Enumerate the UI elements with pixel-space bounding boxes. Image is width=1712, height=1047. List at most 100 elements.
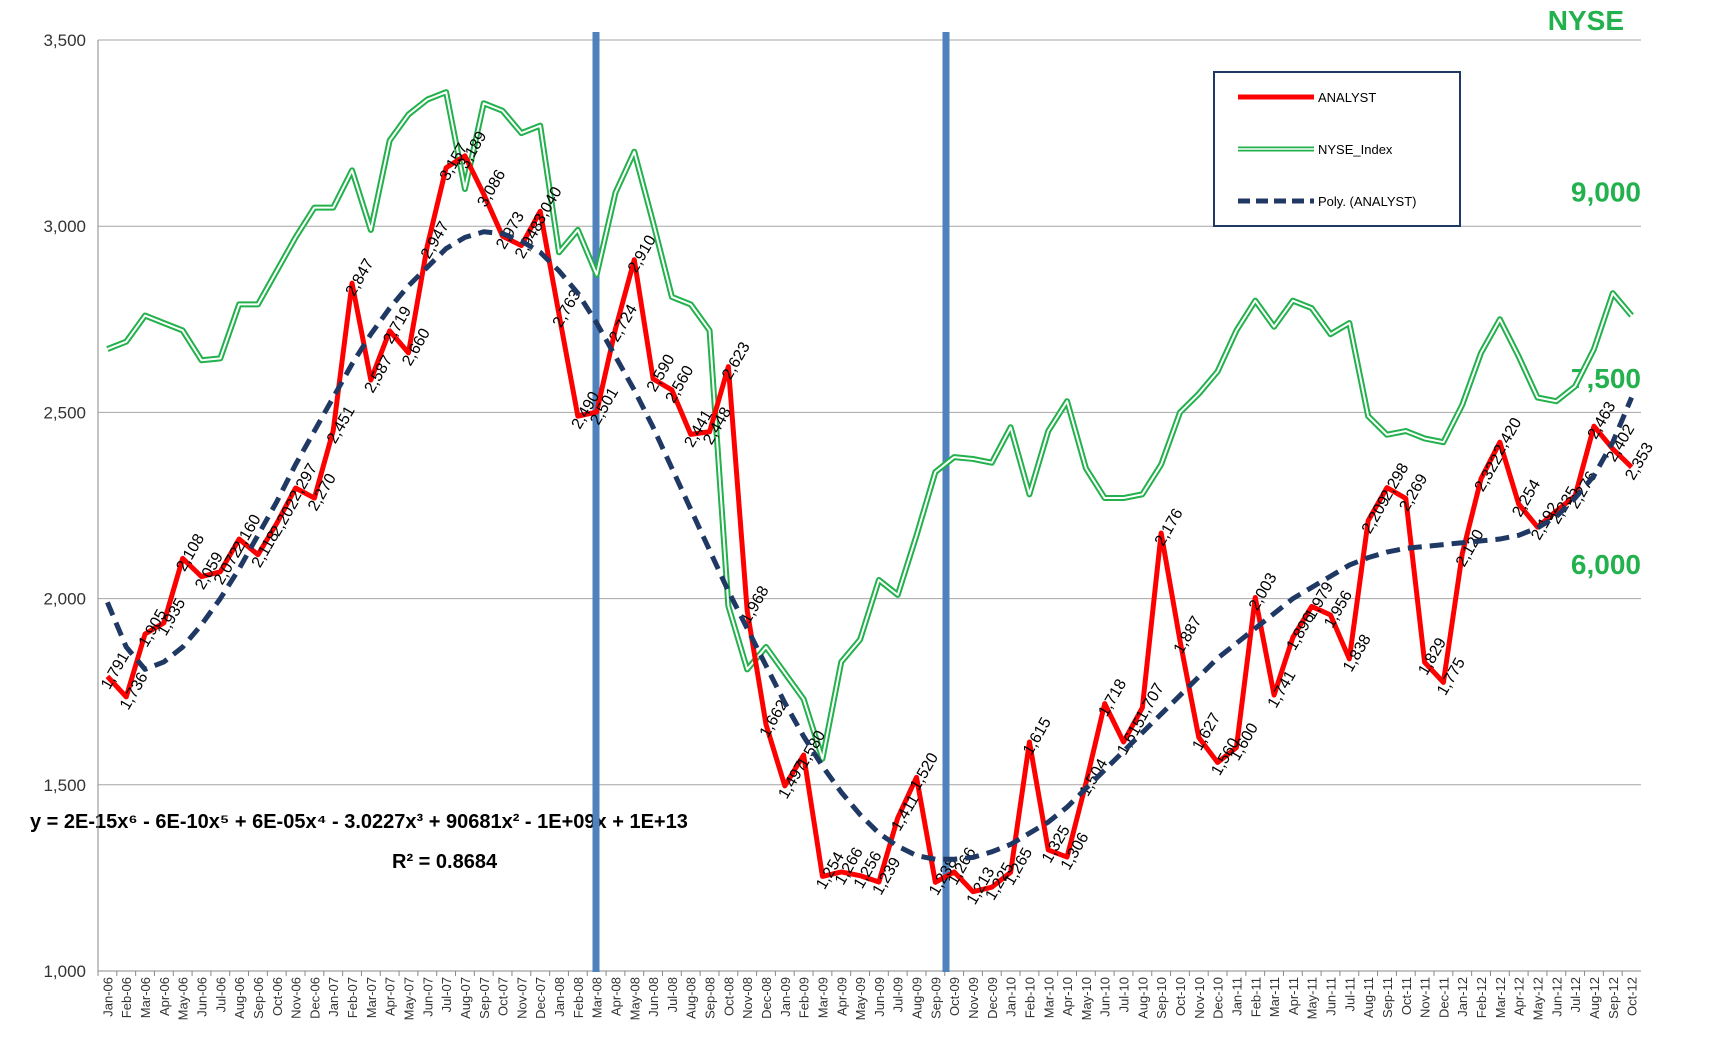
x-tick-label: Jun-09 xyxy=(872,977,887,1017)
x-tick-label: Aug-09 xyxy=(910,977,925,1019)
data-label: 2,120 xyxy=(1453,527,1488,570)
x-tick-label: May-10 xyxy=(1079,977,1094,1020)
x-tick-label: Feb-07 xyxy=(345,977,360,1018)
x-tick-label: May-06 xyxy=(176,977,191,1020)
r-squared: R² = 0.8684 xyxy=(392,851,498,873)
series-line xyxy=(105,229,1634,862)
data-label: 2,847 xyxy=(343,256,378,299)
x-tick-label: Nov-11 xyxy=(1418,977,1433,1018)
x-tick-label: Oct-12 xyxy=(1625,977,1640,1016)
x-tick-label: Sep-09 xyxy=(928,977,943,1019)
y-tick-label: 1,000 xyxy=(43,962,86,981)
x-tick-label: Apr-10 xyxy=(1060,977,1075,1016)
x-tick-label: Mar-12 xyxy=(1493,977,1508,1018)
x-tick-label: Aug-11 xyxy=(1361,977,1376,1018)
x-tick-label: Mar-11 xyxy=(1267,977,1282,1017)
x-tick-label: Oct-07 xyxy=(496,977,511,1016)
x-tick-label: Sep-06 xyxy=(251,977,266,1019)
x-tick-label: Aug-08 xyxy=(684,977,699,1019)
x-tick-label: Jan-10 xyxy=(1004,977,1019,1017)
x-tick-label: Jun-12 xyxy=(1549,977,1564,1017)
y-tick-label: 2,500 xyxy=(43,403,86,422)
x-tick-label: Jun-07 xyxy=(420,977,435,1017)
x-tick-label: Jul-11 xyxy=(1342,977,1357,1011)
x-tick-label: Dec-06 xyxy=(307,977,322,1019)
x-tick-label: Jan-08 xyxy=(552,977,567,1017)
series-line-inner xyxy=(107,91,1633,760)
x-tick-label: May-07 xyxy=(401,977,416,1020)
x-tick-label: Feb-12 xyxy=(1474,977,1489,1018)
x-tick-label: May-12 xyxy=(1531,977,1546,1020)
x-tick-label: Jul-08 xyxy=(665,977,680,1012)
trend-equation: y = 2E-15x⁶ - 6E-10x⁵ + 6E-05x⁴ - 3.0227… xyxy=(30,811,688,833)
x-tick-label: Dec-10 xyxy=(1211,977,1226,1019)
x-tick-label: Oct-09 xyxy=(947,977,962,1016)
x-tick-label: Apr-07 xyxy=(383,977,398,1016)
y2-axis-title: NYSE xyxy=(1548,5,1624,36)
x-tick-label: Nov-09 xyxy=(966,977,981,1019)
y-tick-label: 2,000 xyxy=(43,590,86,609)
data-label: 2,451 xyxy=(324,403,359,446)
x-tick-label: Dec-07 xyxy=(533,977,548,1019)
x-tick-label: Oct-06 xyxy=(270,977,285,1016)
x-tick-label: Aug-12 xyxy=(1587,977,1602,1019)
x-tick-label: Dec-08 xyxy=(759,977,774,1019)
x-tick-label: Sep-12 xyxy=(1606,977,1621,1019)
x-tick-label: Mar-06 xyxy=(138,977,153,1018)
x-tick-label: Apr-06 xyxy=(157,977,172,1016)
x-tick-label: Apr-09 xyxy=(834,977,849,1016)
x-tick-label: Jan-12 xyxy=(1455,977,1470,1017)
x-tick-label: May-11 xyxy=(1305,977,1320,1019)
x-tick-label: Oct-08 xyxy=(721,977,736,1016)
x-tick-label: Jul-10 xyxy=(1117,977,1132,1012)
data-label: 2,724 xyxy=(606,302,641,345)
x-tick-label: Sep-11 xyxy=(1380,977,1395,1018)
x-tick-label: Sep-08 xyxy=(703,977,718,1019)
x-tick-label: Mar-10 xyxy=(1041,977,1056,1018)
x-tick-label: Oct-10 xyxy=(1173,977,1188,1016)
data-label: 2,420 xyxy=(1491,415,1526,458)
data-label: 2,003 xyxy=(1246,570,1281,613)
x-tick-label: Dec-11 xyxy=(1436,977,1451,1018)
legend-label: Poly. (ANALYST) xyxy=(1318,194,1416,209)
x-tick-label: Jan-06 xyxy=(100,977,115,1017)
x-tick-label: Feb-08 xyxy=(571,977,586,1018)
x-tick-label: Mar-07 xyxy=(364,977,379,1018)
data-label: 2,910 xyxy=(625,232,660,275)
x-tick-label: Apr-08 xyxy=(608,977,623,1016)
x-tick-label: Jul-12 xyxy=(1568,977,1583,1012)
x-tick-label: Feb-06 xyxy=(119,977,134,1018)
x-tick-label: Jan-09 xyxy=(778,977,793,1017)
x-tick-label: Sep-10 xyxy=(1154,977,1169,1019)
data-label: 3,040 xyxy=(531,184,566,227)
data-label: 1,520 xyxy=(907,750,942,793)
series-line xyxy=(105,153,1634,895)
y2-tick-label: 9,000 xyxy=(1571,177,1641,208)
data-label: 1,718 xyxy=(1095,676,1130,719)
x-tick-label: Aug-10 xyxy=(1135,977,1150,1019)
x-tick-label: Jun-10 xyxy=(1098,977,1113,1017)
x-tick-label: Feb-11 xyxy=(1248,977,1263,1017)
x-tick-label: Nov-10 xyxy=(1192,977,1207,1019)
legend-label: NYSE_Index xyxy=(1318,142,1393,157)
data-label: 2,322 xyxy=(1472,451,1507,494)
data-label: 1,615 xyxy=(1020,715,1055,758)
x-tick-label: May-08 xyxy=(627,977,642,1020)
x-tick-label: Jul-07 xyxy=(439,977,454,1012)
x-tick-label: Nov-07 xyxy=(514,977,529,1019)
data-label: 2,623 xyxy=(719,339,754,382)
x-tick-label: Mar-09 xyxy=(815,977,830,1018)
x-tick-label: Aug-06 xyxy=(232,977,247,1019)
y-tick-label: 1,500 xyxy=(43,776,86,795)
x-tick-label: Jun-08 xyxy=(646,977,661,1017)
data-label: 2,947 xyxy=(418,219,453,262)
x-tick-label: Jul-09 xyxy=(891,977,906,1012)
x-tick-label: Feb-10 xyxy=(1022,977,1037,1018)
x-tick-label: May-09 xyxy=(853,977,868,1020)
x-tick-label: Jun-06 xyxy=(194,977,209,1017)
y-tick-label: 3,500 xyxy=(43,31,86,50)
y2-tick-label: 6,000 xyxy=(1571,549,1641,580)
x-tick-label: Dec-09 xyxy=(985,977,1000,1019)
